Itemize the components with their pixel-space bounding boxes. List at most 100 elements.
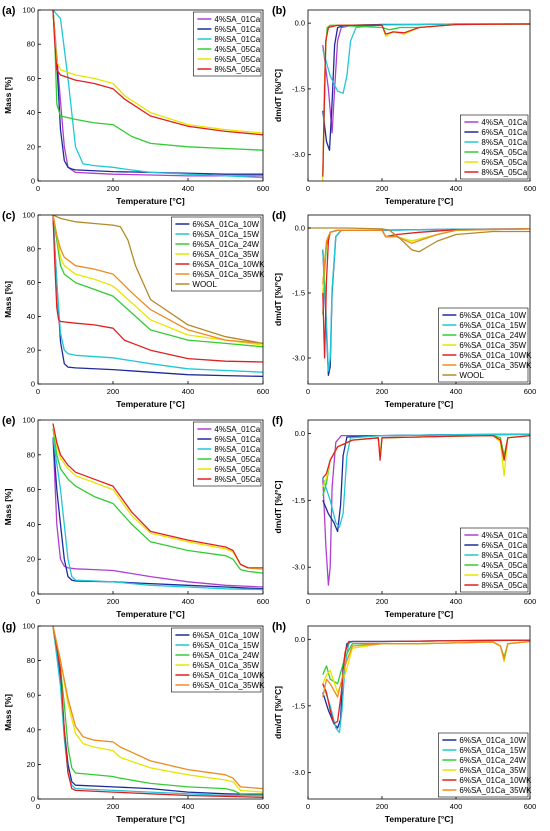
series-group	[52, 423, 263, 591]
y-tick-label: 0	[31, 590, 35, 599]
x-axis-label: Temperature [°C]	[116, 399, 185, 409]
y-tick-label: 100	[22, 6, 35, 15]
series-line	[308, 227, 530, 253]
series-line	[52, 215, 263, 345]
series-line	[322, 639, 530, 729]
x-axis-label: Temperature [°C]	[385, 609, 454, 619]
legend-entry: 6%SA_01Ca_15W	[459, 321, 526, 330]
legend-entry: 6%SA_01Ca_10WK	[459, 776, 532, 785]
series-line	[322, 433, 530, 533]
x-tick-label: 0	[36, 387, 40, 396]
plot-frame	[307, 214, 531, 385]
legend: 4%SA_01Ca6%SA_01Ca8%SA_01Ca4%SA_05Ca6%SA…	[460, 114, 529, 180]
plot-frame	[307, 9, 531, 182]
series-line	[322, 434, 530, 479]
y-tick-label: 20	[27, 555, 35, 564]
legend-entry: 6%SA_01Ca	[481, 128, 527, 137]
legend: 4%SA_01Ca6%SA_01Ca8%SA_01Ca4%SA_05Ca6%SA…	[193, 11, 262, 77]
series-line	[52, 626, 263, 790]
legend-box	[171, 627, 262, 693]
x-tick-label: 400	[182, 597, 195, 606]
legend-entry: 8%SA_01Ca	[214, 445, 260, 454]
panel-label: (f)	[272, 415, 283, 427]
y-tick-label: 80	[27, 244, 35, 253]
series-line	[322, 228, 530, 372]
series-line	[52, 423, 263, 569]
y-axis-label: Mass [%]	[3, 77, 13, 114]
chart-panel: (f) 0 200 400 600 0.0 -1.5 -3.0 Temperature [°C]…	[272, 415, 536, 619]
plot-frame	[307, 419, 531, 595]
legend-entry: 6%SA_01Ca_24W	[192, 240, 259, 249]
panel-label: (d)	[272, 210, 286, 222]
chart-panel: (g) 0 200 400 600 0 20 40 60 80 100 Temperature [°C…	[2, 621, 269, 824]
series-line	[52, 10, 263, 151]
x-tick-label: 600	[257, 184, 270, 193]
series-group	[52, 215, 263, 378]
legend-entry: 6%SA_05Ca	[214, 465, 260, 474]
y-axis-label: Mass [%]	[3, 281, 13, 318]
plot-frame	[37, 214, 264, 385]
series-line	[52, 428, 263, 574]
series-line	[52, 626, 263, 798]
legend-box	[460, 114, 529, 180]
y-tick-label: 60	[27, 74, 35, 83]
series-line	[52, 10, 263, 175]
x-tick-label: 200	[376, 802, 389, 811]
y-tick-label: 80	[27, 40, 35, 49]
x-tick-label: 200	[107, 802, 120, 811]
y-axis-label: dm/dT [%/°C]	[273, 686, 283, 739]
legend: 6%SA_01Ca_10W6%SA_01Ca_15W6%SA_01Ca_24W6…	[438, 307, 532, 383]
legend-entry: 4%SA_05Ca	[214, 45, 260, 54]
series-line	[322, 434, 530, 496]
y-axis-label: dm/dT [%/°C]	[273, 69, 283, 122]
legend: 6%SA_01Ca_10W6%SA_01Ca_15W6%SA_01Ca_24W6…	[171, 627, 265, 693]
x-axis-label: Temperature [°C]	[116, 609, 185, 619]
series-line	[322, 639, 530, 725]
legend-entry: 8%SA_05Ca	[481, 168, 527, 177]
y-tick-label: 40	[27, 312, 35, 321]
legend-entry: 6%SA_01Ca	[214, 25, 260, 34]
x-tick-label: 600	[524, 802, 537, 811]
series-line	[52, 437, 263, 590]
series-group	[322, 639, 530, 734]
x-tick-label: 200	[107, 184, 120, 193]
legend-box	[193, 11, 262, 77]
x-tick-label: 600	[257, 387, 270, 396]
x-tick-label: 200	[107, 387, 120, 396]
y-tick-label: -1.5	[292, 701, 305, 710]
series-line	[322, 639, 530, 734]
series-group	[308, 227, 530, 376]
y-tick-label: 0	[31, 177, 35, 186]
x-axis-label: Temperature [°C]	[116, 814, 185, 824]
legend-entry: 4%SA_05Ca	[481, 148, 527, 157]
legend-entry: 6%SA_01Ca_10WK	[192, 671, 265, 680]
legend-entry: 6%SA_01Ca_35W	[459, 341, 526, 350]
series-group	[52, 10, 263, 179]
series-group	[322, 433, 530, 586]
series-line	[322, 23, 530, 177]
legend-entry: 8%SA_05Ca	[214, 475, 260, 484]
x-tick-label: 0	[36, 597, 40, 606]
legend-entry: 6%SA_01Ca_15W	[192, 230, 259, 239]
y-axis-label: dm/dT [%/°C]	[273, 273, 283, 326]
x-tick-label: 200	[107, 597, 120, 606]
panel-label: (c)	[2, 210, 16, 222]
legend: 6%SA_01Ca_10W6%SA_01Ca_15W6%SA_01Ca_24W6…	[171, 216, 265, 292]
series-line	[52, 437, 263, 591]
legend-entry: 4%SA_01Ca	[481, 118, 527, 127]
y-tick-label: 40	[27, 725, 35, 734]
legend-entry: 6%SA_01Ca_24W	[192, 651, 259, 660]
chart-panel: (b) 0 200 400 600 0.0 -1.5 -3.0 Temperature [°C]…	[272, 5, 536, 206]
series-line	[322, 433, 530, 528]
chart-panel: (d) 0 200 400 600 0.0 -1.5 -3.0 Temperature [°C]…	[272, 210, 536, 409]
legend-entry: 6%SA_01Ca_24W	[459, 756, 526, 765]
legend-entry: 4%SA_05Ca	[214, 455, 260, 464]
series-line	[52, 626, 263, 795]
y-tick-label: 100	[22, 622, 35, 631]
legend-entry: 6%SA_05Ca	[481, 571, 527, 580]
x-tick-label: 400	[450, 387, 463, 396]
y-tick-label: 60	[27, 485, 35, 494]
series-line	[322, 434, 530, 488]
y-tick-label: 0	[31, 795, 35, 804]
panel-label: (b)	[272, 5, 286, 17]
